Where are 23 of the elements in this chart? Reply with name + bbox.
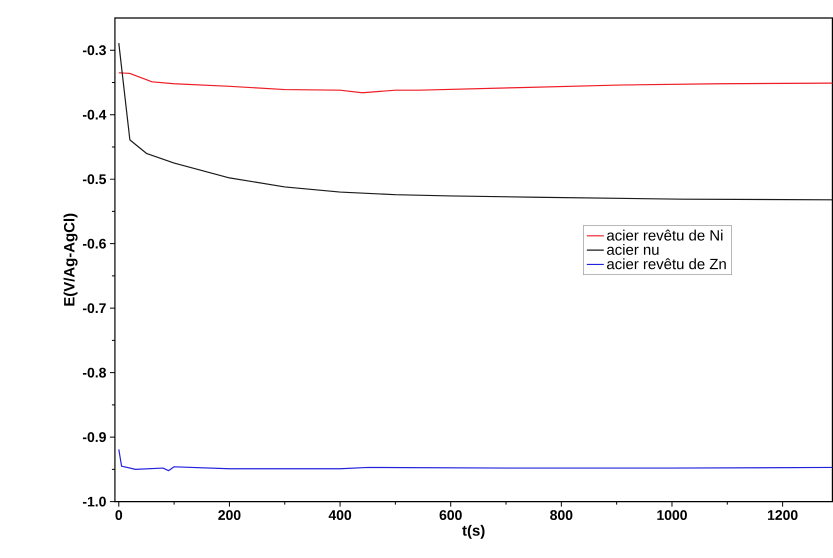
x-tick-label: 1000	[657, 510, 687, 520]
y-tick-label: -1.0	[82, 496, 106, 507]
line-series	[118, 42, 832, 201]
legend-label: acier revêtu de Ni	[607, 230, 722, 241]
x-tick-label: 600	[440, 510, 462, 520]
y-tick-label: -0.9	[82, 432, 106, 442]
y-tick-label: -0.8	[82, 368, 106, 378]
x-tick-label: 1200	[768, 510, 798, 520]
y-axis-title: E(V/Ag-AgCl)	[64, 214, 78, 306]
x-tick-label: 0	[115, 510, 122, 520]
line-series	[118, 72, 832, 94]
y-tick-label: -0.5	[82, 174, 106, 184]
x-tick-label: 400	[328, 510, 352, 520]
line-series	[118, 448, 832, 472]
y-tick-label: -0.6	[82, 238, 106, 249]
x-tick-label: 800	[550, 510, 572, 520]
y-tick-label: -0.7	[82, 303, 106, 314]
y-tick-label: -0.4	[82, 110, 106, 120]
x-axis-title: t(s)	[462, 525, 485, 539]
x-tick-label: 200	[218, 510, 240, 520]
legend-label: acier revêtu de Zn	[607, 258, 726, 270]
y-tick-label: -0.3	[82, 45, 106, 56]
legend-label: acier nu	[607, 244, 659, 256]
